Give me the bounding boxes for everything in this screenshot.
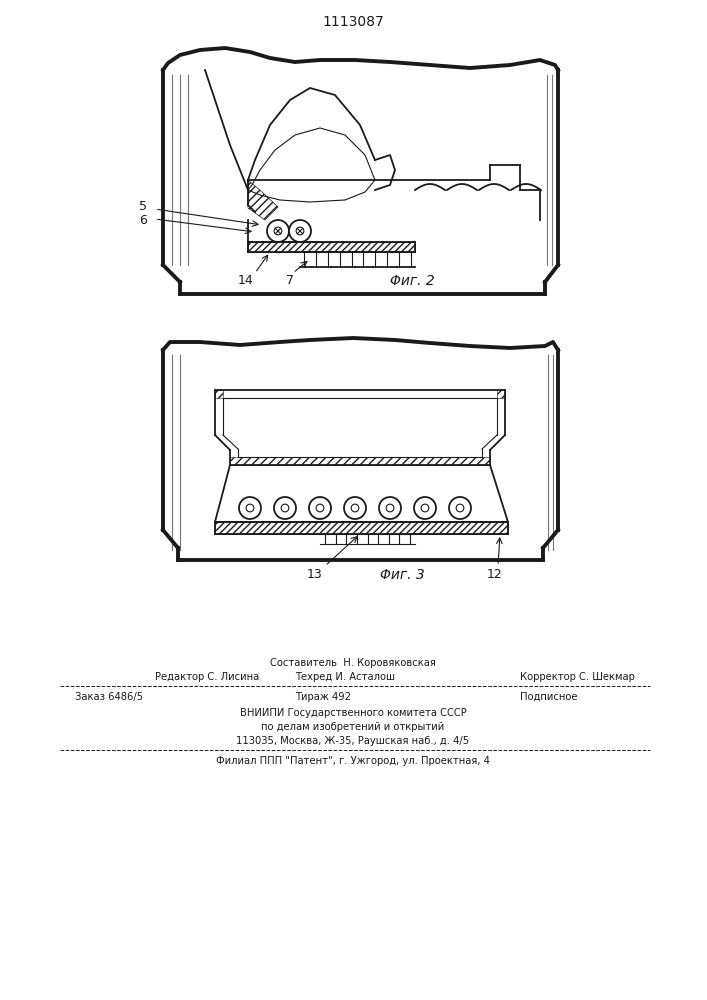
Text: Подписное: Подписное xyxy=(520,692,578,702)
Text: Φиг. 3: Φиг. 3 xyxy=(380,568,425,582)
Circle shape xyxy=(281,504,289,512)
Circle shape xyxy=(267,220,289,242)
Text: 113035, Москва, Ж-35, Раушская наб., д. 4/5: 113035, Москва, Ж-35, Раушская наб., д. … xyxy=(236,736,469,746)
Circle shape xyxy=(309,497,331,519)
Text: Тираж 492: Тираж 492 xyxy=(295,692,351,702)
Circle shape xyxy=(449,497,471,519)
Text: 13: 13 xyxy=(307,568,323,581)
Circle shape xyxy=(274,227,282,235)
Circle shape xyxy=(351,504,359,512)
Text: 14: 14 xyxy=(238,274,254,287)
Circle shape xyxy=(246,504,254,512)
Text: Филиал ППП "Патент", г. Ужгород, ул. Проектная, 4: Филиал ППП "Патент", г. Ужгород, ул. Про… xyxy=(216,756,490,766)
Text: 5: 5 xyxy=(139,200,147,214)
Text: Корректор С. Шекмар: Корректор С. Шекмар xyxy=(520,672,635,682)
Text: 7: 7 xyxy=(286,274,294,287)
Circle shape xyxy=(289,220,311,242)
Text: 12: 12 xyxy=(487,568,503,581)
Text: Редактор С. Лисина: Редактор С. Лисина xyxy=(155,672,259,682)
Circle shape xyxy=(379,497,401,519)
Text: ВНИИПИ Государственного комитета СССР: ВНИИПИ Государственного комитета СССР xyxy=(240,708,467,718)
Text: 6: 6 xyxy=(139,214,147,227)
Circle shape xyxy=(414,497,436,519)
Circle shape xyxy=(239,497,261,519)
Circle shape xyxy=(421,504,429,512)
Text: по делам изобретений и открытий: по делам изобретений и открытий xyxy=(262,722,445,732)
Circle shape xyxy=(274,497,296,519)
Text: Φиг. 2: Φиг. 2 xyxy=(390,274,435,288)
Circle shape xyxy=(316,504,324,512)
Circle shape xyxy=(456,504,464,512)
Circle shape xyxy=(296,227,304,235)
Text: Заказ 6486/5: Заказ 6486/5 xyxy=(75,692,143,702)
Text: Техред И. Асталош: Техред И. Асталош xyxy=(295,672,395,682)
Text: 1113087: 1113087 xyxy=(322,15,384,29)
Circle shape xyxy=(344,497,366,519)
Text: Составитель  Н. Коровяковская: Составитель Н. Коровяковская xyxy=(270,658,436,668)
Polygon shape xyxy=(248,180,278,220)
Circle shape xyxy=(386,504,394,512)
